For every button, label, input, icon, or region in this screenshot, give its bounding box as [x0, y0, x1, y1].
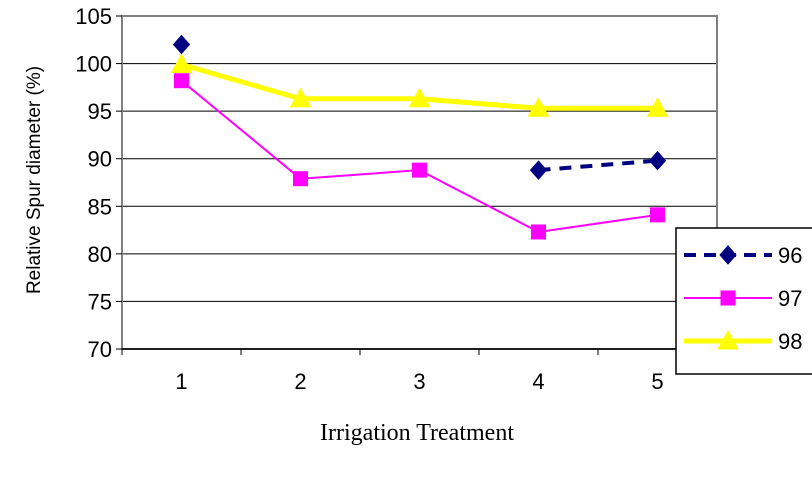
series-97-point — [293, 171, 308, 187]
y-axis: 70 75 80 85 90 95 100 105 — [75, 4, 122, 362]
legend-marker — [720, 290, 736, 306]
series-group — [170, 34, 669, 240]
y-tick-label: 90 — [88, 147, 112, 172]
legend-item-97: 97 — [684, 286, 802, 311]
series-96-point — [172, 34, 191, 55]
x-axis: 1 2 3 4 5 — [121, 348, 718, 394]
gridlines — [122, 63, 717, 302]
legend-label: 97 — [778, 286, 802, 311]
x-axis-label: Irrigation Treatment — [320, 420, 514, 446]
series-97-point — [531, 224, 546, 240]
legend-marker — [719, 245, 737, 265]
y-tick-label: 100 — [75, 52, 112, 77]
series-98-segment — [180, 62, 302, 102]
x-tick-label: 3 — [413, 369, 425, 394]
y-tick-label: 95 — [88, 99, 112, 124]
legend-item-96: 96 — [684, 243, 802, 268]
series-96-point — [529, 160, 548, 180]
series-97 — [174, 73, 665, 240]
x-tick-label: 1 — [175, 369, 187, 394]
x-tick-label: 5 — [651, 369, 663, 394]
series-97-segment — [180, 79, 302, 180]
x-tick-label: 4 — [532, 369, 544, 394]
y-axis-label: Relative Spur diameter (%) — [24, 66, 45, 294]
series-98-point — [527, 97, 550, 117]
series-98-segment — [419, 96, 539, 111]
legend-label: 98 — [778, 329, 802, 354]
series-97-segment — [419, 169, 539, 233]
plot-area — [121, 15, 718, 350]
series-97-point — [412, 162, 427, 178]
series-97-point — [174, 73, 189, 89]
legend: 96 97 98 — [675, 227, 812, 375]
series-96-segment — [538, 158, 658, 173]
legend-box — [675, 227, 812, 375]
series-98-point — [408, 87, 431, 108]
series-98-point — [289, 87, 312, 108]
legend-item-98: 98 — [684, 329, 802, 354]
y-tick-label: 105 — [75, 4, 112, 29]
series-97-segment — [538, 213, 658, 233]
series-97-segment — [300, 169, 420, 180]
y-tick-label: 75 — [88, 289, 112, 314]
series-96-point — [648, 150, 667, 171]
legend-label: 96 — [778, 243, 802, 268]
series-96 — [172, 34, 667, 180]
x-tick-label: 2 — [294, 369, 306, 394]
y-tick-label: 80 — [88, 242, 112, 267]
y-tick-label: 70 — [88, 337, 112, 362]
y-tick-label: 85 — [88, 194, 112, 219]
series-98 — [170, 53, 669, 117]
legend-marker — [717, 329, 739, 350]
series-98-point — [646, 97, 669, 117]
series-97-point — [650, 207, 665, 223]
series-98-point — [170, 53, 193, 74]
